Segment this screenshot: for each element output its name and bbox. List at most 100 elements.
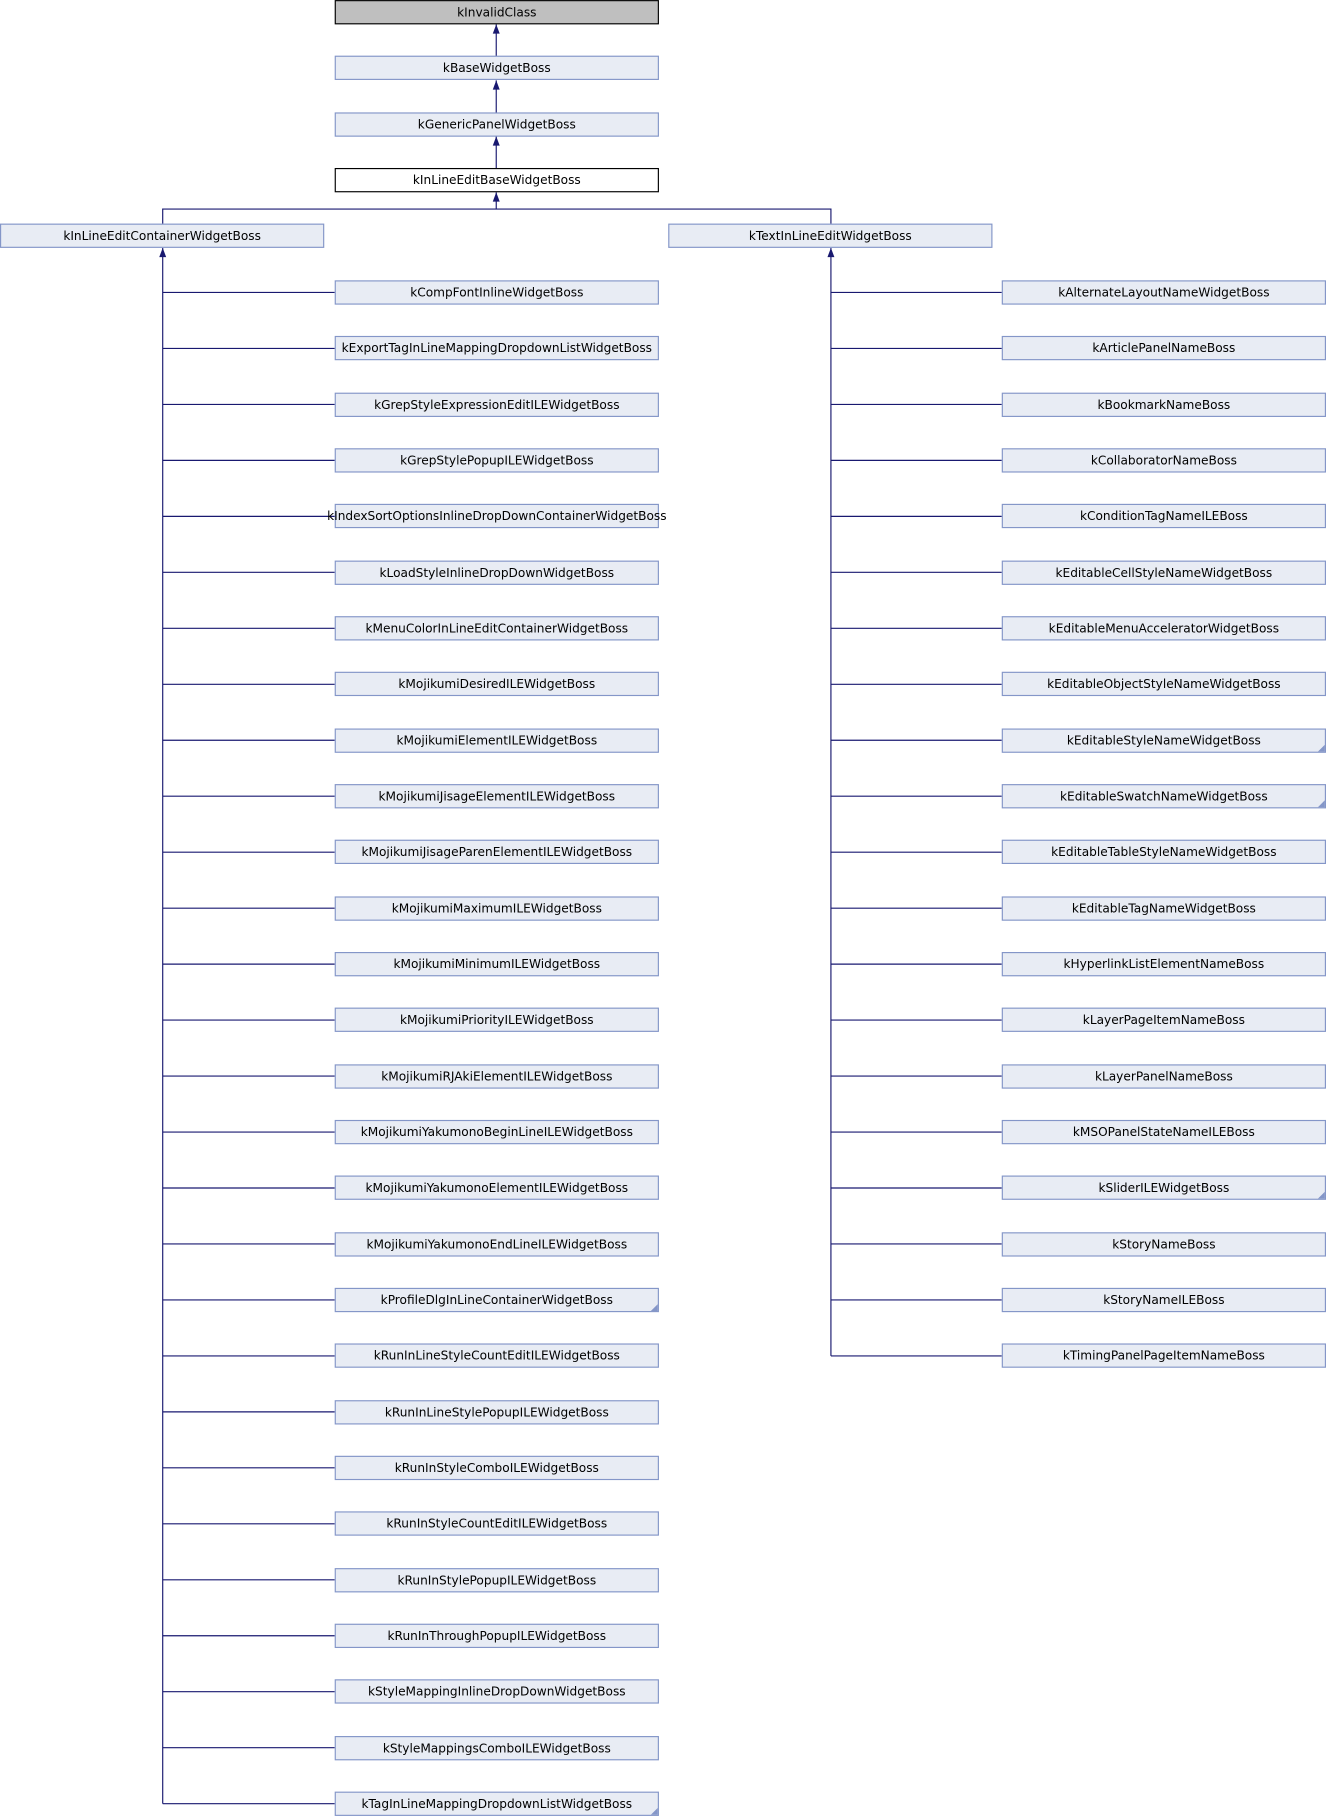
class-label[interactable]: kTagInLineMappingDropdownListWidgetBoss (362, 1797, 633, 1811)
class-label[interactable]: kMojikumiYakumonoBeginLineILEWidgetBoss (361, 1125, 633, 1139)
class-node[interactable] (334, 335, 659, 361)
class-label[interactable]: kAlternateLayoutNameWidgetBoss (1058, 286, 1269, 300)
class-node[interactable] (334, 671, 659, 697)
class-label[interactable]: kIndexSortOptionsInlineDropDownContainer… (327, 509, 666, 523)
class-label[interactable]: kBaseWidgetBoss (443, 61, 551, 75)
class-node[interactable] (334, 616, 659, 641)
class-node[interactable] (1001, 280, 1326, 305)
class-node[interactable] (334, 1736, 659, 1761)
class-label[interactable]: kMojikumiPriorityILEWidgetBoss (400, 1013, 594, 1027)
class-node[interactable] (1001, 448, 1326, 473)
class-label[interactable]: kEditableObjectStyleNameWidgetBoss (1047, 677, 1281, 691)
class-label[interactable]: kMSOPanelStateNameILEBoss (1073, 1125, 1255, 1139)
class-node[interactable] (334, 1064, 659, 1089)
class-label[interactable]: kEditableTableStyleNameWidgetBoss (1051, 845, 1276, 859)
class-label[interactable]: kStyleMappingInlineDropDownWidgetBoss (368, 1685, 626, 1699)
class-label[interactable]: kEditableTagNameWidgetBoss (1072, 902, 1256, 916)
class-node[interactable] (334, 1679, 659, 1704)
class-label[interactable]: kCompFontInlineWidgetBoss (410, 286, 583, 300)
class-label[interactable]: kConditionTagNameILEBoss (1080, 509, 1248, 523)
class-label[interactable]: kEditableMenuAcceleratorWidgetBoss (1049, 621, 1279, 635)
class-node[interactable] (1001, 896, 1326, 921)
class-label[interactable]: kLayerPageItemNameBoss (1083, 1013, 1245, 1027)
class-node[interactable] (334, 1119, 659, 1145)
class-node[interactable] (334, 167, 659, 193)
class-node[interactable] (1001, 392, 1326, 417)
class-node[interactable] (1001, 839, 1326, 864)
class-label[interactable]: kLoadStyleInlineDropDownWidgetBoss (380, 566, 615, 580)
class-node[interactable] (334, 728, 659, 753)
class-label[interactable]: kCollaboratorNameBoss (1091, 453, 1237, 467)
class-node[interactable] (334, 1007, 659, 1032)
class-node[interactable] (1001, 335, 1326, 361)
class-node[interactable] (1001, 728, 1326, 753)
class-label[interactable]: kArticlePanelNameBoss (1092, 341, 1235, 355)
class-node[interactable] (1001, 1343, 1326, 1368)
class-node[interactable] (334, 1455, 659, 1481)
class-label[interactable]: kTimingPanelPageItemNameBoss (1063, 1349, 1265, 1363)
class-label[interactable]: kStyleMappingsComboILEWidgetBoss (383, 1741, 611, 1755)
class-node[interactable] (668, 223, 993, 248)
class-node[interactable] (334, 0, 659, 25)
class-node[interactable] (1001, 1232, 1326, 1257)
class-label[interactable]: kRunInThroughPopupILEWidgetBoss (388, 1629, 607, 1643)
class-label[interactable]: kStoryNameBoss (1112, 1238, 1215, 1252)
class-node[interactable] (334, 839, 659, 864)
class-label[interactable]: kEditableSwatchNameWidgetBoss (1060, 789, 1268, 803)
class-node[interactable] (1001, 1119, 1326, 1145)
class-label[interactable]: kTextInLineEditWidgetBoss (749, 229, 912, 243)
class-label[interactable]: kHyperlinkListElementNameBoss (1064, 957, 1265, 971)
class-label[interactable]: kLayerPanelNameBoss (1095, 1070, 1233, 1084)
class-label[interactable]: kInvalidClass (457, 5, 536, 19)
class-node[interactable] (334, 952, 659, 977)
class-node[interactable] (334, 392, 659, 417)
class-node[interactable] (1001, 1007, 1326, 1032)
class-node[interactable] (334, 1175, 659, 1200)
class-label[interactable]: kMojikumiMaximumILEWidgetBoss (392, 902, 602, 916)
class-label[interactable]: kInLineEditContainerWidgetBoss (63, 229, 261, 243)
class-node[interactable] (334, 1511, 659, 1536)
class-node[interactable] (334, 784, 659, 809)
class-label[interactable]: kBookmarkNameBoss (1097, 398, 1230, 412)
class-node[interactable] (334, 503, 659, 529)
class-label[interactable]: kMenuColorInLineEditContainerWidgetBoss (365, 621, 628, 635)
class-node[interactable] (1001, 671, 1326, 697)
class-label[interactable]: kInLineEditBaseWidgetBoss (413, 173, 581, 187)
class-label[interactable]: kMojikumiDesiredILEWidgetBoss (398, 677, 595, 691)
class-label[interactable]: kMojikumiRJAkiElementILEWidgetBoss (381, 1070, 612, 1084)
class-node[interactable] (1001, 560, 1326, 585)
class-node[interactable] (334, 55, 659, 80)
class-node[interactable] (334, 560, 659, 585)
class-node[interactable] (334, 1568, 659, 1593)
class-label[interactable]: kExportTagInLineMappingDropdownListWidge… (342, 341, 652, 355)
class-label[interactable]: kGrepStylePopupILEWidgetBoss (400, 453, 593, 467)
class-node[interactable] (1001, 784, 1326, 809)
class-label[interactable]: kEditableStyleNameWidgetBoss (1067, 734, 1261, 748)
class-node[interactable] (0, 223, 325, 248)
class-node[interactable] (1001, 1175, 1326, 1200)
class-label[interactable]: kRunInLineStyleCountEditILEWidgetBoss (374, 1349, 620, 1363)
class-node[interactable] (334, 1232, 659, 1257)
class-node[interactable] (1001, 1287, 1326, 1313)
class-node[interactable] (334, 1400, 659, 1425)
class-node[interactable] (334, 112, 659, 137)
class-label[interactable]: kMojikumiJisageElementILEWidgetBoss (379, 789, 616, 803)
class-label[interactable]: kMojikumiElementILEWidgetBoss (396, 734, 597, 748)
class-label[interactable]: kSliderILEWidgetBoss (1098, 1181, 1229, 1195)
class-label[interactable]: kRunInStyleCountEditILEWidgetBoss (386, 1517, 607, 1531)
class-node[interactable] (334, 1287, 659, 1313)
class-node[interactable] (1001, 616, 1326, 641)
class-label[interactable]: kProfileDlgInLineContainerWidgetBoss (381, 1293, 613, 1307)
class-label[interactable]: kMojikumiMinimumILEWidgetBoss (393, 957, 600, 971)
class-label[interactable]: kRunInLineStylePopupILEWidgetBoss (385, 1405, 609, 1419)
class-label[interactable]: kMojikumiYakumonoEndLineILEWidgetBoss (366, 1238, 627, 1252)
class-node[interactable] (334, 896, 659, 921)
class-node[interactable] (1001, 952, 1326, 977)
class-label[interactable]: kEditableCellStyleNameWidgetBoss (1056, 566, 1273, 580)
class-node[interactable] (334, 448, 659, 473)
class-label[interactable]: kGenericPanelWidgetBoss (418, 118, 576, 132)
class-label[interactable]: kGrepStyleExpressionEditILEWidgetBoss (374, 398, 619, 412)
class-label[interactable]: kRunInStyleComboILEWidgetBoss (395, 1461, 599, 1475)
class-label[interactable]: kRunInStylePopupILEWidgetBoss (397, 1573, 596, 1587)
class-label[interactable]: kMojikumiYakumonoElementILEWidgetBoss (366, 1181, 629, 1195)
